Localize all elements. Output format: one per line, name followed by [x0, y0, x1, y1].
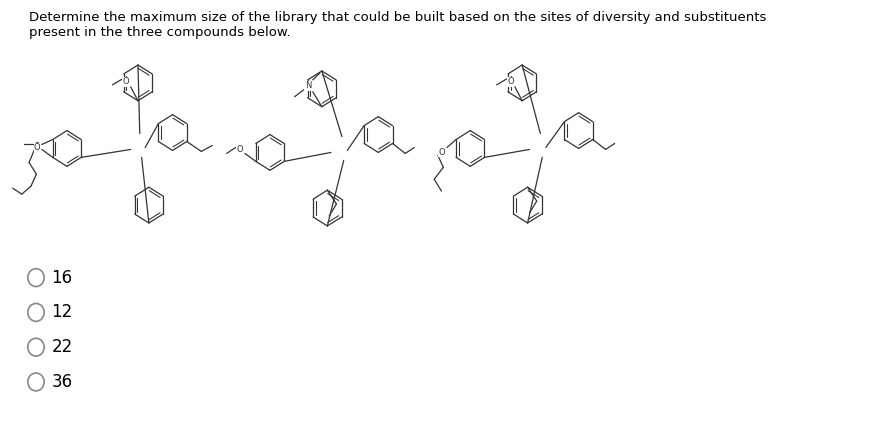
Text: 12: 12: [51, 304, 72, 321]
Text: N: N: [305, 81, 312, 90]
Text: O: O: [34, 142, 41, 151]
Text: O: O: [507, 78, 514, 86]
Text: Determine the maximum size of the library that could be built based on the sites: Determine the maximum size of the librar…: [29, 11, 766, 25]
Text: O: O: [236, 145, 243, 154]
Text: present in the three compounds below.: present in the three compounds below.: [29, 26, 291, 39]
Text: O: O: [34, 143, 41, 152]
Text: 22: 22: [51, 338, 72, 356]
Text: O: O: [438, 148, 445, 157]
Text: 36: 36: [51, 373, 72, 391]
Text: O: O: [123, 78, 130, 86]
Text: 16: 16: [51, 268, 72, 286]
